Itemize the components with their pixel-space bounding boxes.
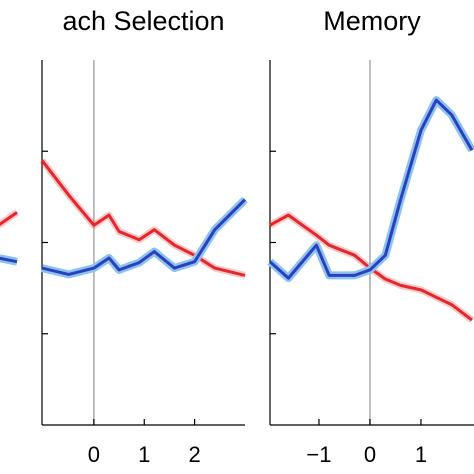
- panel-title: ach Selection: [62, 6, 224, 36]
- x-tick-label: 0: [364, 442, 376, 467]
- line-series: [40, 159, 246, 277]
- x-tick-label: 0: [88, 442, 100, 467]
- line-series: [0, 256, 18, 264]
- line-series: [269, 213, 473, 322]
- x-tick-label: 2: [189, 442, 201, 467]
- line-series: [269, 98, 474, 280]
- x-tick-label: 1: [415, 442, 427, 467]
- line-series: [0, 211, 18, 226]
- x-tick-label: −1: [306, 442, 331, 467]
- panel-title: Memory: [323, 6, 421, 36]
- error-band: [267, 96, 474, 283]
- line-series: [41, 198, 247, 276]
- x-tick-label: 1: [138, 442, 150, 467]
